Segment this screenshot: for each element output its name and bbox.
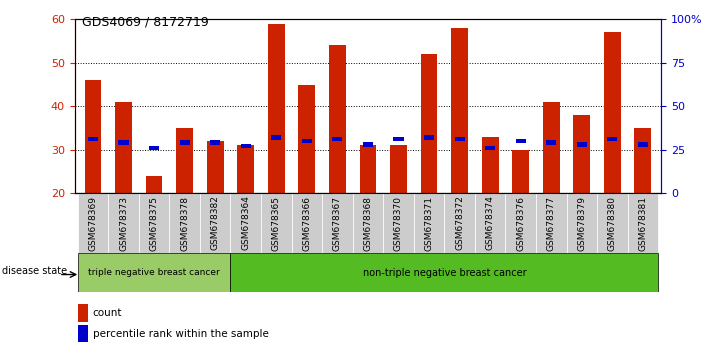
Bar — [536, 193, 567, 253]
Text: GSM678382: GSM678382 — [210, 195, 220, 251]
Text: GSM678369: GSM678369 — [88, 195, 97, 251]
Bar — [485, 145, 495, 150]
Bar — [513, 149, 529, 193]
Bar — [237, 145, 254, 193]
Bar — [383, 193, 414, 253]
Bar — [634, 128, 651, 193]
Text: non-triple negative breast cancer: non-triple negative breast cancer — [363, 268, 526, 278]
Text: GSM678380: GSM678380 — [608, 195, 617, 251]
Bar — [332, 137, 343, 141]
Bar — [77, 325, 88, 342]
Bar — [261, 193, 292, 253]
Bar — [390, 145, 407, 193]
Text: disease state: disease state — [1, 266, 67, 276]
Text: GSM678375: GSM678375 — [149, 195, 159, 251]
Bar — [451, 28, 468, 193]
Bar — [176, 128, 193, 193]
Bar — [567, 193, 597, 253]
Text: GSM678364: GSM678364 — [241, 195, 250, 251]
Bar — [230, 193, 261, 253]
Bar — [604, 33, 621, 193]
Text: GSM678371: GSM678371 — [424, 195, 434, 251]
Bar — [329, 45, 346, 193]
Bar — [149, 145, 159, 150]
Bar — [577, 142, 587, 147]
Bar — [353, 193, 383, 253]
Bar — [77, 304, 88, 321]
Bar — [607, 137, 617, 141]
Bar — [88, 137, 98, 141]
Bar — [146, 176, 163, 193]
Text: GSM678374: GSM678374 — [486, 195, 495, 251]
Text: count: count — [93, 308, 122, 318]
Text: GSM678365: GSM678365 — [272, 195, 281, 251]
Bar — [268, 24, 284, 193]
Bar — [108, 193, 139, 253]
Text: GDS4069 / 8172719: GDS4069 / 8172719 — [82, 16, 208, 29]
Bar — [424, 135, 434, 139]
Bar — [169, 193, 200, 253]
Bar — [597, 193, 628, 253]
Bar — [628, 193, 658, 253]
Bar — [322, 193, 353, 253]
Bar — [207, 141, 223, 193]
Bar — [301, 139, 312, 143]
Text: GSM678370: GSM678370 — [394, 195, 403, 251]
Bar — [414, 193, 444, 253]
Text: GSM678376: GSM678376 — [516, 195, 525, 251]
Bar — [482, 137, 498, 193]
Bar — [475, 193, 506, 253]
Bar — [272, 135, 282, 139]
Text: GSM678378: GSM678378 — [180, 195, 189, 251]
Bar — [210, 141, 220, 145]
Text: GSM678366: GSM678366 — [302, 195, 311, 251]
Text: GSM678379: GSM678379 — [577, 195, 587, 251]
Bar — [421, 54, 437, 193]
Text: GSM678381: GSM678381 — [638, 195, 648, 251]
Bar — [506, 193, 536, 253]
Text: GSM678372: GSM678372 — [455, 195, 464, 251]
Bar — [200, 193, 230, 253]
Bar — [454, 137, 464, 141]
Bar — [299, 85, 315, 193]
Bar — [444, 193, 475, 253]
Bar — [546, 141, 556, 145]
Bar — [230, 253, 658, 292]
Text: triple negative breast cancer: triple negative breast cancer — [88, 268, 220, 277]
Text: GSM678368: GSM678368 — [363, 195, 373, 251]
Bar — [77, 193, 108, 253]
Bar — [573, 115, 590, 193]
Bar — [241, 144, 251, 148]
Bar — [393, 137, 404, 141]
Bar — [360, 145, 376, 193]
Text: GSM678367: GSM678367 — [333, 195, 342, 251]
Bar — [139, 193, 169, 253]
Text: GSM678377: GSM678377 — [547, 195, 556, 251]
Bar — [363, 142, 373, 147]
Bar — [180, 141, 190, 145]
Bar — [638, 142, 648, 147]
Bar — [515, 139, 525, 143]
Bar — [292, 193, 322, 253]
Text: GSM678373: GSM678373 — [119, 195, 128, 251]
Bar — [119, 141, 129, 145]
Bar — [77, 253, 230, 292]
Bar — [85, 80, 102, 193]
Bar — [542, 102, 560, 193]
Text: percentile rank within the sample: percentile rank within the sample — [93, 329, 269, 338]
Bar — [115, 102, 132, 193]
